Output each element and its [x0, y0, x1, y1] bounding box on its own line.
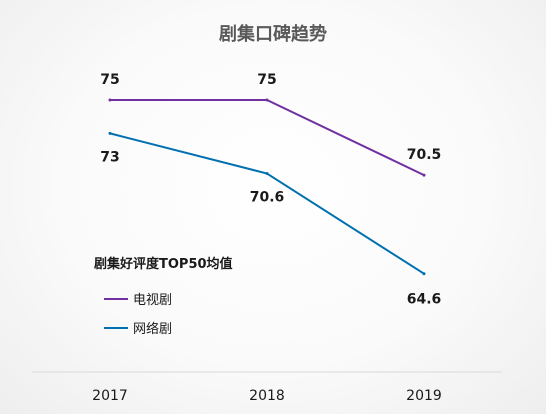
- legend-item-label: 网络剧: [133, 321, 172, 337]
- x-axis: 2017 2018 2019: [32, 371, 502, 404]
- series-line-tv-drama: [110, 99, 425, 177]
- x-tick-label: 2018: [249, 388, 285, 404]
- chart-title: 剧集口碑趋势: [219, 23, 327, 45]
- data-point: [265, 172, 269, 175]
- x-tick-label: 2017: [92, 388, 128, 404]
- data-label: 73: [100, 149, 119, 165]
- data-point: [265, 98, 269, 102]
- data-point: [422, 272, 426, 276]
- data-label: 70.5: [407, 147, 442, 163]
- data-point: [108, 98, 112, 102]
- data-label: 75: [257, 72, 276, 88]
- data-label: 75: [100, 72, 119, 88]
- x-tick-label: 2019: [406, 388, 442, 404]
- data-label: 64.6: [407, 292, 442, 308]
- legend-item-label: 电视剧: [133, 293, 172, 308]
- legend-title: 剧集好评度TOP50均值: [94, 256, 233, 272]
- data-labels: 75 75 70.5 73 70.6 64.6: [100, 72, 441, 308]
- data-point: [422, 173, 426, 177]
- data-point: [108, 131, 112, 135]
- series-layer: [108, 98, 426, 276]
- data-label: 70.6: [250, 189, 285, 205]
